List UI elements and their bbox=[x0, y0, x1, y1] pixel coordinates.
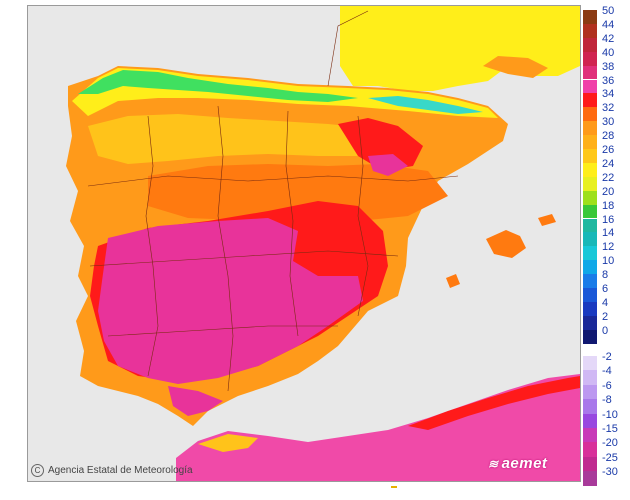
legend-swatch bbox=[583, 288, 597, 302]
legend-tick-label: 12 bbox=[602, 241, 615, 254]
north-meseta-yelloworange bbox=[88, 114, 388, 164]
border-lines bbox=[87, 10, 459, 392]
legend-swatch bbox=[583, 399, 597, 414]
legend-swatch bbox=[583, 204, 597, 219]
legend-tick-label: 44 bbox=[602, 18, 615, 31]
legend-tick-label: 28 bbox=[602, 130, 615, 143]
france-orange-patches bbox=[483, 56, 548, 78]
legend-swatch bbox=[583, 10, 597, 24]
legend-swatch bbox=[583, 121, 597, 136]
legend-tick-label: 30 bbox=[602, 116, 615, 129]
brand-logo: ≋ aemet bbox=[488, 455, 547, 472]
legend-swatch bbox=[583, 79, 597, 94]
legend-swatch bbox=[583, 190, 597, 205]
legend-tick-label: 50 bbox=[602, 5, 615, 17]
legend-swatch bbox=[583, 65, 597, 80]
legend-tick-label: 24 bbox=[602, 157, 615, 170]
south-coast-pink bbox=[168, 386, 223, 416]
credit-line: C Agencia Estatal de Meteorología bbox=[31, 464, 193, 477]
legend-swatch bbox=[583, 356, 597, 371]
legend-tick-label: 16 bbox=[602, 213, 615, 226]
legend-swatch bbox=[583, 301, 597, 316]
legend-tick-label: -30 bbox=[602, 466, 618, 479]
ibiza bbox=[446, 274, 460, 288]
legend-tick-label: -10 bbox=[602, 408, 618, 421]
menorca bbox=[538, 214, 556, 226]
legend-tick-label: 14 bbox=[602, 227, 615, 240]
north-coast-green bbox=[78, 70, 358, 102]
ebro-pink bbox=[368, 154, 408, 176]
legend-swatch bbox=[583, 329, 597, 344]
legend-tick-label: 40 bbox=[602, 46, 615, 59]
logo-mark-icon: ≋ bbox=[488, 456, 499, 471]
legend-swatch bbox=[583, 93, 597, 108]
legend-tick-label: -8 bbox=[602, 394, 612, 407]
legend-swatch bbox=[583, 428, 597, 443]
legend-swatch bbox=[583, 23, 597, 38]
legend-tick-label: 22 bbox=[602, 171, 615, 184]
credit-text: Agencia Estatal de Meteorología bbox=[48, 465, 193, 476]
legend-swatch bbox=[583, 274, 597, 288]
legend-swatch bbox=[583, 246, 597, 261]
map-canvas bbox=[28, 6, 580, 481]
legend-tick-label: 2 bbox=[602, 310, 609, 323]
north-africa-coast bbox=[408, 376, 580, 430]
legend-tick-label: 8 bbox=[602, 269, 609, 282]
pyrenees-cyan bbox=[368, 96, 483, 114]
legend-tick-label: 32 bbox=[602, 102, 615, 115]
legend-swatch bbox=[583, 218, 597, 233]
north-africa bbox=[176, 374, 580, 481]
legend-swatch bbox=[583, 413, 597, 428]
legend-swatch bbox=[583, 232, 597, 247]
legend-tick-label: 36 bbox=[602, 74, 615, 87]
central-orange-dark bbox=[148, 164, 448, 221]
legend-swatch bbox=[583, 471, 597, 486]
north-africa-yellow bbox=[198, 434, 258, 452]
legend-swatch bbox=[583, 107, 597, 122]
legend-swatch bbox=[583, 135, 597, 149]
legend-swatch bbox=[583, 176, 597, 191]
south-pink bbox=[98, 218, 363, 384]
legend-swatch bbox=[583, 51, 597, 66]
legend-tick-label: -4 bbox=[602, 365, 612, 378]
legend-tick-label: 26 bbox=[602, 144, 615, 156]
mallorca bbox=[486, 230, 526, 258]
legend-swatch bbox=[583, 149, 597, 163]
copyright-icon: C bbox=[31, 464, 44, 477]
legend-swatch bbox=[583, 315, 597, 330]
legend-swatch bbox=[583, 370, 597, 385]
legend-swatch bbox=[583, 442, 597, 457]
legend-tick-label: 10 bbox=[602, 255, 615, 268]
legend-swatch bbox=[583, 384, 597, 400]
legend-tick-label: 0 bbox=[602, 324, 609, 337]
legend-tick-label: 6 bbox=[602, 283, 609, 295]
legend-tick-label: 38 bbox=[602, 60, 615, 73]
legend-tick-label: 20 bbox=[602, 185, 615, 198]
temperature-map bbox=[27, 5, 581, 482]
legend-tick-label: -20 bbox=[602, 437, 618, 450]
legend-tick-label: -15 bbox=[602, 423, 618, 435]
brand-text: aemet bbox=[501, 455, 548, 472]
bottom-marker bbox=[391, 486, 397, 488]
legend-tick-label: -2 bbox=[602, 351, 612, 363]
legend-swatch bbox=[583, 456, 597, 472]
legend-tick-label: -6 bbox=[602, 379, 612, 392]
legend-tick-label: 34 bbox=[602, 88, 615, 101]
legend-tick-label: -25 bbox=[602, 451, 618, 464]
legend-swatch bbox=[583, 37, 597, 52]
legend-tick-label: 18 bbox=[602, 199, 615, 212]
legend-tick-label: 4 bbox=[602, 296, 609, 309]
legend-tick-label: 42 bbox=[602, 32, 615, 45]
legend-swatch bbox=[583, 260, 597, 275]
legend-swatch bbox=[583, 162, 597, 177]
